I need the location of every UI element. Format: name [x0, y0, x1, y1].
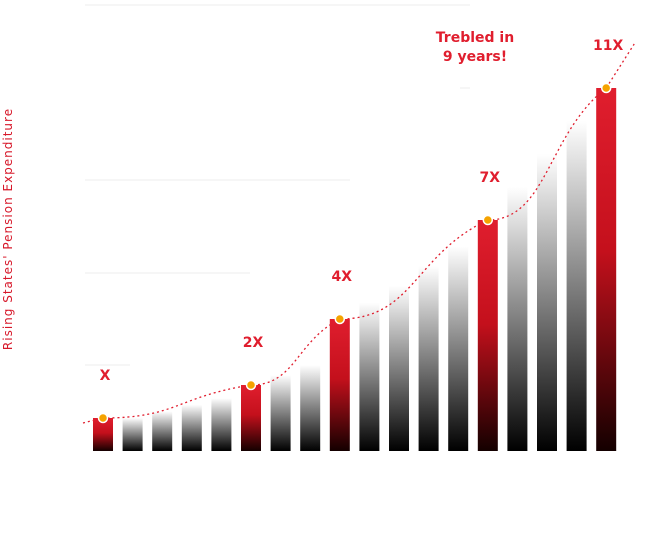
data-label-5: 2X [243, 335, 264, 351]
highlight-bar-13 [477, 220, 498, 451]
marker-13 [482, 214, 494, 226]
y-axis-label: Rising States' Pension Expenditure [1, 108, 15, 350]
annotation-line-1: 9 years! [443, 49, 507, 65]
markers [97, 82, 612, 424]
bar-9 [359, 302, 380, 451]
bar-15 [537, 154, 557, 451]
marker-17 [600, 82, 612, 94]
trend-line [82, 43, 635, 424]
data-labels: X 2X 4X 7X 11X [100, 38, 624, 384]
bar-14 [507, 187, 528, 451]
gridlines [85, 4, 470, 366]
bar-1 [122, 418, 143, 451]
marker-8 [334, 313, 346, 325]
highlight-bar-0 [93, 418, 113, 451]
highlight-bar-8 [329, 319, 350, 451]
data-label-13: 7X [480, 170, 501, 186]
bar-7 [300, 365, 321, 451]
bar-10 [389, 286, 409, 451]
highlight-bar-5 [241, 385, 261, 451]
bar-2 [152, 411, 173, 451]
bar-4 [211, 398, 232, 451]
highlight-bar-17 [596, 88, 617, 451]
bars [93, 88, 617, 451]
marker-5 [245, 379, 257, 391]
data-label-17: 11X [593, 38, 623, 54]
annotation-line-0: Trebled in [436, 30, 514, 46]
bar-6 [270, 375, 291, 451]
bar-16 [566, 121, 587, 451]
bar-3 [181, 404, 202, 451]
bar-11 [418, 266, 439, 451]
annotation-text: Trebled in 9 years! [436, 30, 514, 65]
data-label-8: 4X [332, 269, 353, 285]
bar-12 [448, 246, 469, 451]
marker-0 [97, 412, 109, 424]
data-label-0: X [100, 368, 111, 384]
